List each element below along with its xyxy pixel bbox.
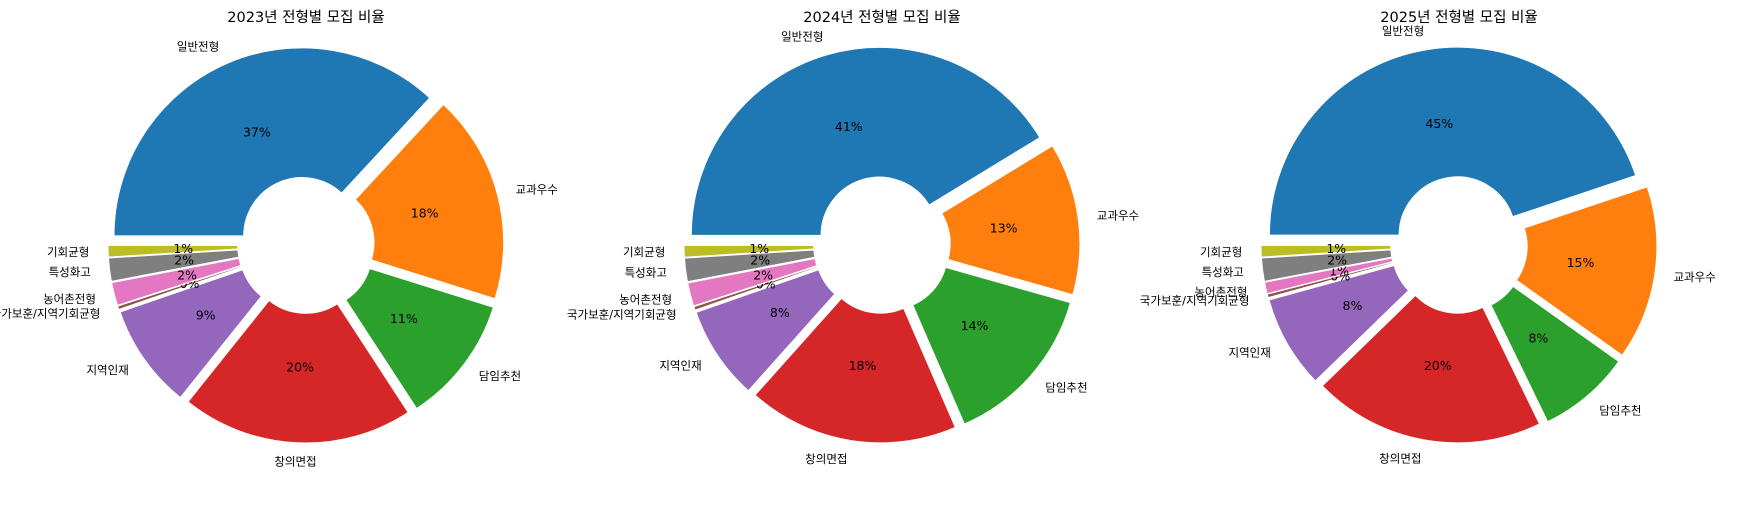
slice-percent: 8%	[1343, 298, 1363, 313]
slice-percent: 41%	[835, 119, 863, 134]
slice-label: 창의면접	[274, 455, 316, 469]
slice-label: 농어촌전형	[43, 292, 96, 306]
slice-label: 지역인재	[659, 358, 701, 372]
chart-title: 2023년 전형별 모집 비율	[227, 9, 384, 26]
slice-label: 지역인재	[86, 363, 128, 377]
pie-slice	[683, 244, 815, 258]
slice-label: 지역인재	[1229, 346, 1271, 360]
slice-label: 농어촌전형	[619, 292, 672, 306]
pie-slice	[1515, 186, 1658, 356]
pie-slice	[113, 47, 431, 237]
slice-percent: 9%	[196, 308, 216, 323]
pie-slice	[695, 269, 836, 392]
slice-label: 창의면접	[1379, 452, 1421, 466]
pie-slice	[1490, 285, 1620, 423]
slice-label: 교과우수	[1673, 270, 1715, 284]
chart-title: 2025년 전형별 모집 비율	[1380, 9, 1537, 26]
slice-label: 담임추천	[479, 369, 521, 383]
pie-slice	[683, 249, 816, 283]
slice-label: 교과우수	[516, 182, 558, 196]
slice-label: 특성화고	[625, 265, 667, 279]
slice-percent: 2%	[177, 267, 197, 282]
slice-label: 일반전형	[177, 39, 219, 53]
slice-percent: 2%	[174, 252, 194, 267]
slice-label: 국가보훈/지역기회균형	[567, 307, 677, 321]
slice-label: 담임추천	[1045, 381, 1087, 395]
pie-slice	[1260, 249, 1393, 282]
pie-slice	[107, 249, 240, 282]
slice-label: 기회균형	[623, 245, 665, 259]
slice-percent: 8%	[1528, 331, 1548, 346]
slice-percent: 2%	[750, 252, 770, 267]
pie-slice	[354, 103, 505, 300]
pie-slice	[690, 46, 1041, 236]
pie-slice	[1263, 257, 1394, 295]
slice-percent: 1%	[749, 241, 769, 256]
slice-percent: 15%	[1567, 255, 1595, 270]
pie-slice	[1321, 294, 1541, 444]
pie-slice	[1268, 264, 1410, 382]
slice-label: 특성화고	[1202, 265, 1244, 279]
slice-percent: 45%	[1425, 116, 1453, 131]
pie-slice	[111, 257, 242, 307]
slice-percent: 14%	[961, 318, 989, 333]
pie-slice	[107, 244, 239, 258]
pie-slice	[912, 266, 1072, 425]
slice-percent: 2%	[1327, 252, 1347, 267]
slice-label: 국가보훈/지역기회균형	[1140, 294, 1250, 308]
slice-percent: 11%	[390, 311, 418, 326]
slice-label: 일반전형	[781, 29, 823, 43]
slice-percent: 20%	[286, 360, 314, 375]
slice-percent: 1%	[1326, 241, 1346, 256]
slice-label: 기회균형	[47, 245, 89, 259]
slice-label: 특성화고	[49, 265, 91, 279]
slice-percent: 18%	[849, 358, 877, 373]
pie-slice	[119, 269, 263, 399]
slice-percent: 13%	[990, 220, 1018, 235]
slice-label: 창의면접	[805, 452, 847, 466]
pie-slice	[940, 145, 1081, 296]
slice-percent: 1%	[173, 241, 193, 256]
slice-label: 농어촌전형	[1194, 285, 1247, 299]
slice-percent: 37%	[243, 124, 271, 139]
chart-title: 2024년 전형별 모집 비율	[803, 9, 960, 26]
slice-label: 국가보훈/지역기회균형	[0, 307, 100, 321]
pie-slice	[754, 297, 956, 444]
pie-slice	[187, 299, 409, 444]
pie-slice	[1268, 46, 1637, 236]
slice-percent: 8%	[770, 305, 790, 320]
slice-label: 교과우수	[1097, 209, 1139, 223]
slice-label: 일반전형	[1382, 24, 1424, 38]
pie-slice	[687, 257, 818, 307]
pie-slice	[693, 265, 819, 311]
slice-label: 기회균형	[1200, 245, 1242, 259]
slice-percent: 18%	[411, 205, 439, 220]
pie-slice	[345, 267, 494, 410]
pie-slice	[1260, 244, 1392, 258]
slice-label: 담임추천	[1599, 403, 1641, 417]
slice-percent: 20%	[1424, 358, 1452, 373]
pie-slice	[117, 265, 243, 311]
slice-percent: 2%	[753, 268, 773, 283]
